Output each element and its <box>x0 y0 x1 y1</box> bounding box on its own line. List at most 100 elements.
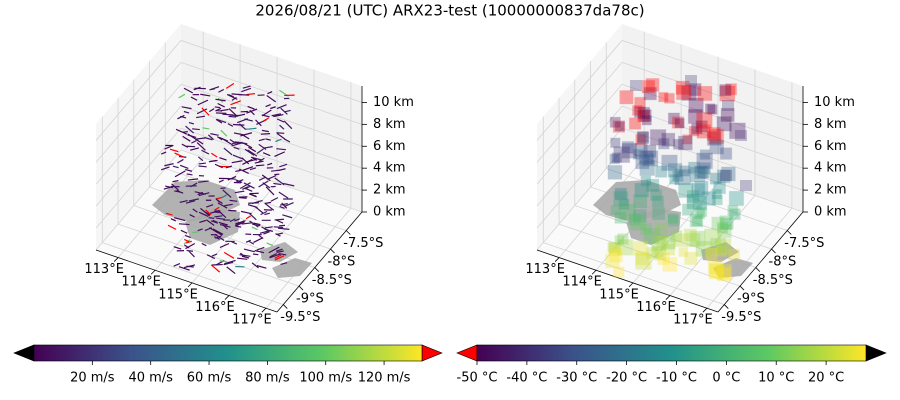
voxel <box>674 117 685 129</box>
wind-arrow <box>199 219 207 223</box>
wind-arrow <box>160 166 170 171</box>
voxel <box>630 214 646 231</box>
wind-arrow <box>283 120 293 130</box>
voxel <box>608 244 622 257</box>
wind-arrow <box>273 226 284 229</box>
colorbar-tick-label: 80 m/s <box>245 371 290 386</box>
wind-arrow <box>248 240 255 245</box>
voxel <box>688 97 704 114</box>
wind-arrow <box>164 163 174 167</box>
voxel <box>614 235 625 246</box>
wind-arrow <box>177 114 185 120</box>
y-tick-label: -7.5°S <box>784 236 824 251</box>
voxel <box>631 105 643 116</box>
wind-arrow <box>224 259 236 265</box>
voxel <box>704 103 716 115</box>
grid-line <box>536 127 623 229</box>
z-tick-label: 0 km <box>373 205 406 220</box>
voxel <box>632 193 648 209</box>
x-tick-mark <box>702 307 708 313</box>
wind-arrow <box>220 129 228 137</box>
wind-arrow <box>224 203 233 207</box>
x-tick-label: 113°E <box>525 262 565 277</box>
z-tick-label: 6 km <box>814 139 847 154</box>
wind-arrow <box>267 162 273 166</box>
voxel <box>693 208 706 220</box>
z-tick-label: 4 km <box>373 161 406 176</box>
y-tick-mark <box>345 230 351 235</box>
wind-arrow <box>186 249 194 252</box>
y-tick-mark <box>314 267 320 272</box>
wind-arrow <box>186 240 193 244</box>
y-tick-mark <box>330 248 335 254</box>
grid-line <box>180 83 363 147</box>
wind-arrow <box>256 246 265 251</box>
voxel <box>663 92 675 104</box>
wind-arrow <box>198 192 210 197</box>
x-tick-label: 115°E <box>599 287 639 302</box>
wind-arrow <box>261 226 269 232</box>
wind-arrow <box>197 191 203 196</box>
wind-arrow <box>179 199 188 203</box>
wind-arrow <box>172 165 179 169</box>
wind-arrow <box>197 99 209 106</box>
colorbar-extend-high <box>421 344 443 362</box>
y-tick-mark <box>283 304 288 309</box>
voxel <box>688 82 702 97</box>
land <box>713 258 753 278</box>
wind-arrow <box>198 162 206 165</box>
wind-arrow <box>242 158 253 166</box>
wind-arrow <box>178 93 186 99</box>
voxel <box>696 165 710 179</box>
grid-line <box>180 61 363 125</box>
wind-arrow <box>198 156 204 162</box>
voxel <box>688 125 700 137</box>
grid-line <box>536 62 623 163</box>
voxel <box>643 153 655 165</box>
wind-arrow <box>280 262 288 266</box>
wind-arrow <box>214 206 220 211</box>
wind-arrow <box>178 266 190 271</box>
wind-arrow <box>269 253 281 259</box>
wind-arrow <box>214 215 223 218</box>
voxel <box>641 115 652 126</box>
voxel <box>649 188 663 202</box>
colorbar-extend-low <box>456 344 478 362</box>
voxel <box>640 222 653 236</box>
y-axis-line <box>717 211 804 313</box>
wind-arrow <box>196 108 208 115</box>
x-tick-label: 115°E <box>158 287 198 302</box>
voxel <box>719 84 732 97</box>
wind-arrow <box>262 146 273 149</box>
voxel <box>728 190 745 207</box>
wind-arrow <box>238 196 247 199</box>
grid-line <box>536 84 623 185</box>
wind-arrow <box>260 210 268 216</box>
wind-arrow <box>276 250 284 253</box>
colorbar-tick-label: 0 °C <box>712 371 740 386</box>
wind-arrow <box>191 140 197 144</box>
y-axis-line <box>276 211 363 313</box>
voxel <box>692 195 708 211</box>
wind-arrow <box>185 242 196 250</box>
wind-arrow <box>234 220 245 226</box>
wind-arrow <box>185 125 195 134</box>
wind-arrow <box>188 250 195 258</box>
wind-arrow <box>204 137 213 141</box>
wind-arrow <box>265 186 275 196</box>
voxel <box>672 170 684 182</box>
wind-arrow <box>254 249 265 254</box>
wind-arrow <box>243 248 255 253</box>
x-tick-mark <box>113 257 119 262</box>
wind-arrow <box>201 149 210 155</box>
voxel <box>689 230 706 247</box>
voxel <box>675 84 692 101</box>
wind-arrow <box>216 118 227 124</box>
voxel <box>633 106 646 119</box>
voxel <box>614 187 628 201</box>
y-tick-label: -8°S <box>769 255 797 270</box>
voxel <box>639 109 652 122</box>
voxel <box>654 248 667 261</box>
voxel <box>706 131 722 146</box>
